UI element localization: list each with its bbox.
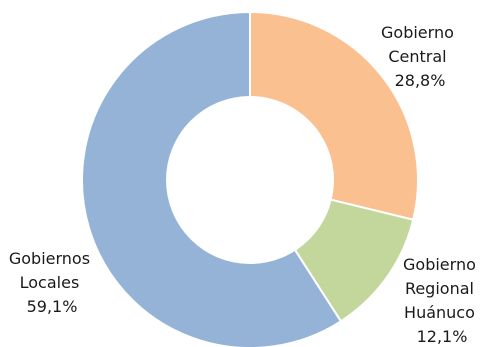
value-label-gobiernos-locales: 59,1% <box>27 297 78 316</box>
donut-hole <box>166 96 334 264</box>
value-label-gobierno-regional: 12,1% <box>417 327 468 346</box>
label-gobiernos-locales: Gobiernos Locales 59,1% <box>9 249 95 316</box>
value-label-gobierno-central: 28,8% <box>395 71 446 90</box>
label-gobierno-regional: Gobierno Regional Huánuco 12,1% <box>403 255 481 346</box>
label-gobierno-central: Gobierno Central 28,8% <box>381 23 459 90</box>
